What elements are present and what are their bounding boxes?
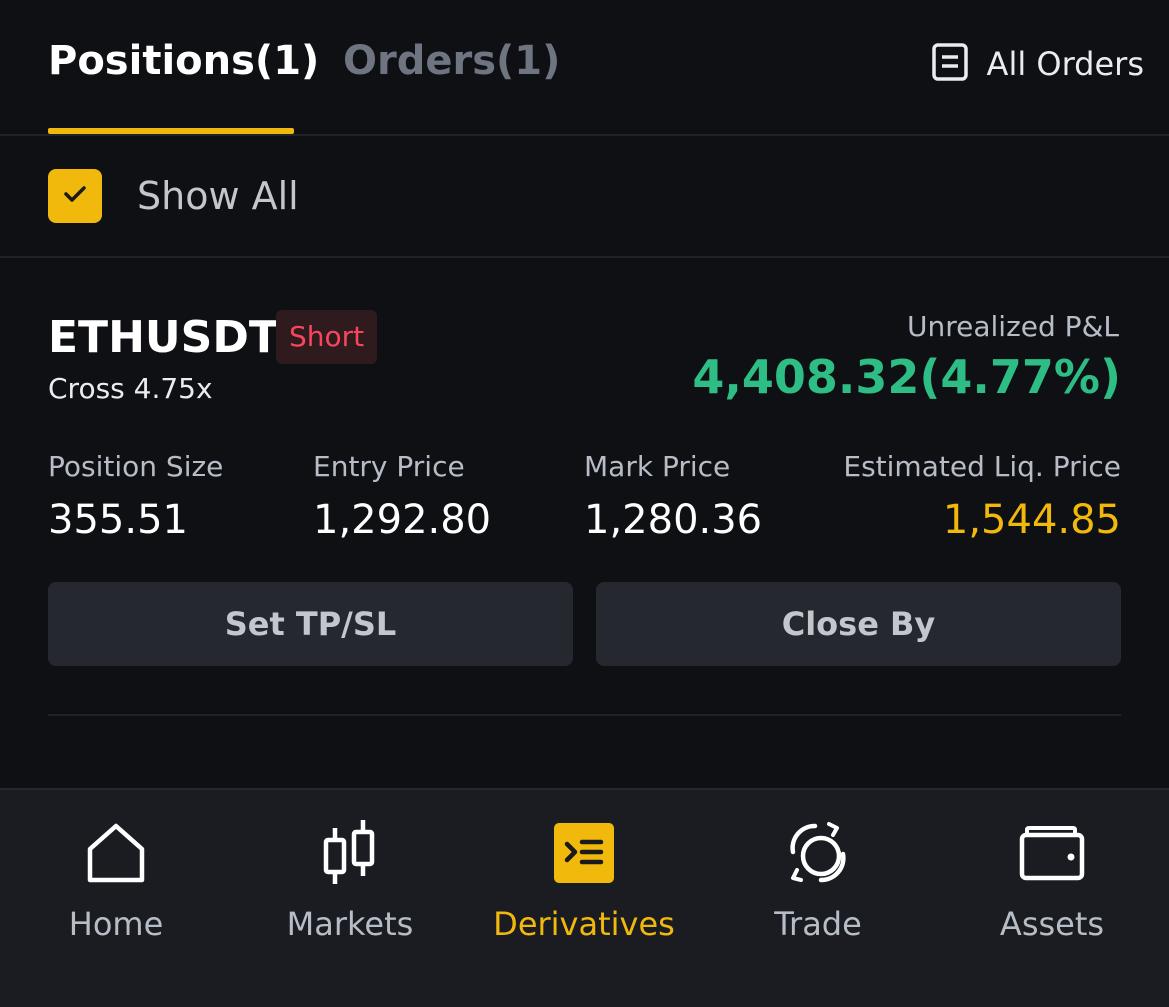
mark-price-label: Mark Price (584, 450, 731, 483)
position-size-value: 355.51 (48, 497, 188, 543)
position-symbol[interactable]: ETHUSDT (48, 312, 279, 363)
document-icon (931, 42, 969, 86)
derivatives-icon (549, 818, 619, 888)
side-badge: Short (276, 310, 378, 364)
nav-trade[interactable]: Trade (701, 818, 935, 978)
candlestick-icon (315, 818, 385, 888)
entry-price-value: 1,292.80 (313, 497, 492, 543)
nav-markets-label: Markets (286, 905, 414, 943)
card-divider (48, 714, 1121, 716)
home-icon (81, 818, 151, 888)
wallet-icon (1017, 818, 1087, 888)
trade-icon (783, 818, 853, 888)
position-size-label: Position Size (48, 450, 224, 483)
show-all-label[interactable]: Show All (137, 174, 299, 218)
entry-price-label: Entry Price (313, 450, 465, 483)
set-tpsl-button[interactable]: Set TP/SL (48, 582, 573, 666)
all-orders-label: All Orders (986, 45, 1144, 83)
liq-price-label[interactable]: Estimated Liq. Price (843, 450, 1121, 483)
nav-home[interactable]: Home (0, 818, 233, 978)
active-tab-indicator (48, 128, 294, 134)
margin-mode: Cross 4.75x (48, 372, 213, 405)
nav-derivatives-label: Derivatives (493, 905, 675, 943)
nav-trade-label: Trade (774, 905, 862, 943)
nav-markets[interactable]: Markets (233, 818, 467, 978)
nav-derivatives[interactable]: Derivatives (467, 818, 701, 978)
mark-price-value: 1,280.36 (584, 497, 763, 543)
nav-assets[interactable]: Assets (935, 818, 1169, 978)
liq-price-value: 1,544.85 (942, 497, 1121, 543)
show-all-checkbox[interactable] (48, 169, 102, 223)
bottom-nav: Home Markets Derivatives (0, 788, 1169, 1007)
tab-orders[interactable]: Orders(1) (343, 38, 561, 84)
unrealized-pnl-value: 4,408.32(4.77%) (692, 350, 1121, 404)
all-orders-button[interactable]: All Orders (931, 42, 1144, 86)
checkmark-icon (62, 183, 88, 209)
show-all-row: Show All (0, 136, 1169, 258)
close-by-button[interactable]: Close By (596, 582, 1121, 666)
tab-positions[interactable]: Positions(1) (48, 38, 320, 84)
nav-home-label: Home (68, 905, 164, 943)
position-tabs: Positions(1) Orders(1) All Orders (0, 0, 1169, 136)
unrealized-pnl-label[interactable]: Unrealized P&L (907, 310, 1119, 343)
nav-assets-label: Assets (999, 905, 1105, 943)
